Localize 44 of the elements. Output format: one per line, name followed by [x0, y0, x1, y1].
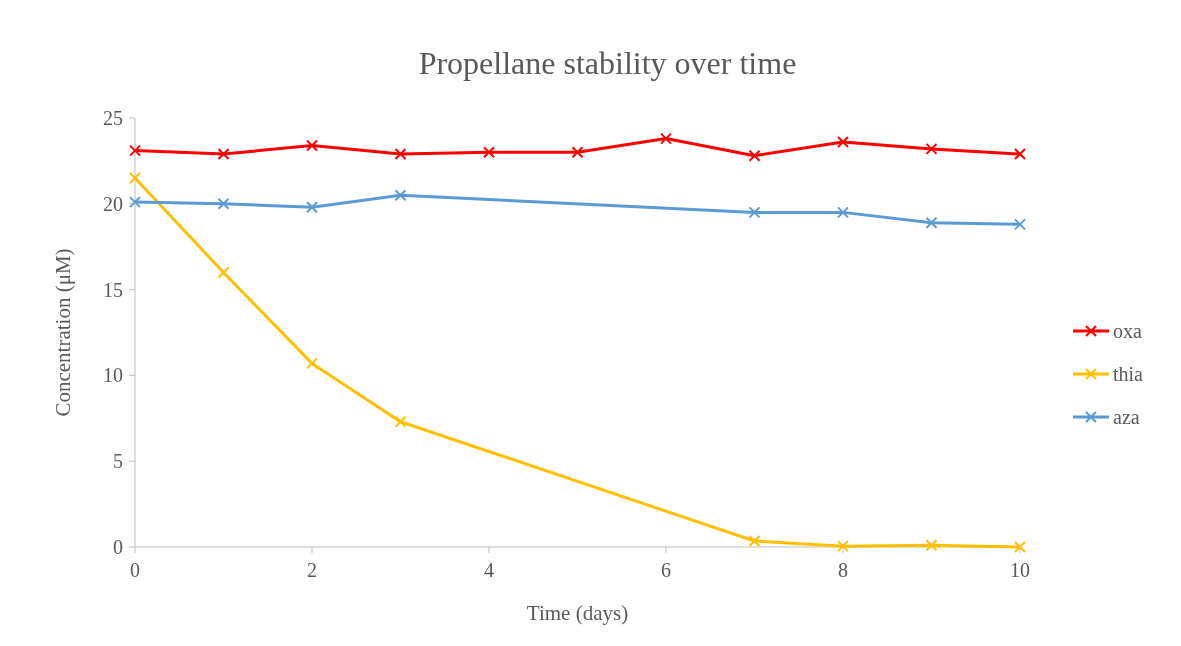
point: [1014, 148, 1026, 161]
point: [571, 146, 584, 159]
point: [217, 148, 230, 161]
y-tick-label: 20: [103, 192, 123, 215]
point: [660, 132, 672, 145]
point: [217, 266, 230, 279]
point: [925, 142, 938, 155]
legend-label: aza: [1113, 406, 1140, 428]
point: [837, 136, 849, 149]
x-tick-label: 10: [1010, 559, 1030, 581]
x-tick-label: 2: [307, 559, 317, 581]
point: [394, 148, 407, 161]
point: [394, 415, 407, 428]
y-tick-label: 15: [103, 278, 123, 301]
x-tick-label: 4: [484, 559, 494, 581]
point: [129, 172, 141, 185]
point: [394, 189, 407, 202]
x-tick-label: 6: [661, 559, 671, 581]
point: [748, 206, 761, 219]
point: [217, 197, 230, 210]
point: [483, 146, 495, 159]
point: [129, 196, 141, 209]
x-tick-label: 8: [838, 559, 848, 581]
y-tick-label: 25: [103, 107, 123, 129]
legend-label: thia: [1113, 363, 1144, 385]
legend-label: oxa: [1113, 320, 1142, 342]
chart-title: Propellane stability over time: [418, 45, 797, 81]
point: [925, 539, 938, 552]
point: [837, 206, 849, 219]
x-tick-label: 0: [130, 559, 140, 581]
y-axis-title: Concentration (μM): [51, 248, 75, 417]
y-tick-label: 5: [113, 450, 123, 473]
point: [306, 139, 318, 152]
point: [306, 201, 318, 214]
point: [748, 534, 761, 547]
point: [129, 144, 141, 157]
x-axis-title: Time (days): [526, 601, 629, 625]
point: [306, 357, 318, 370]
point: [837, 540, 849, 553]
y-tick-label: 10: [103, 364, 123, 387]
point: [925, 216, 938, 229]
point: [748, 149, 761, 162]
point: [1014, 218, 1026, 231]
y-tick-label: 0: [113, 536, 123, 558]
